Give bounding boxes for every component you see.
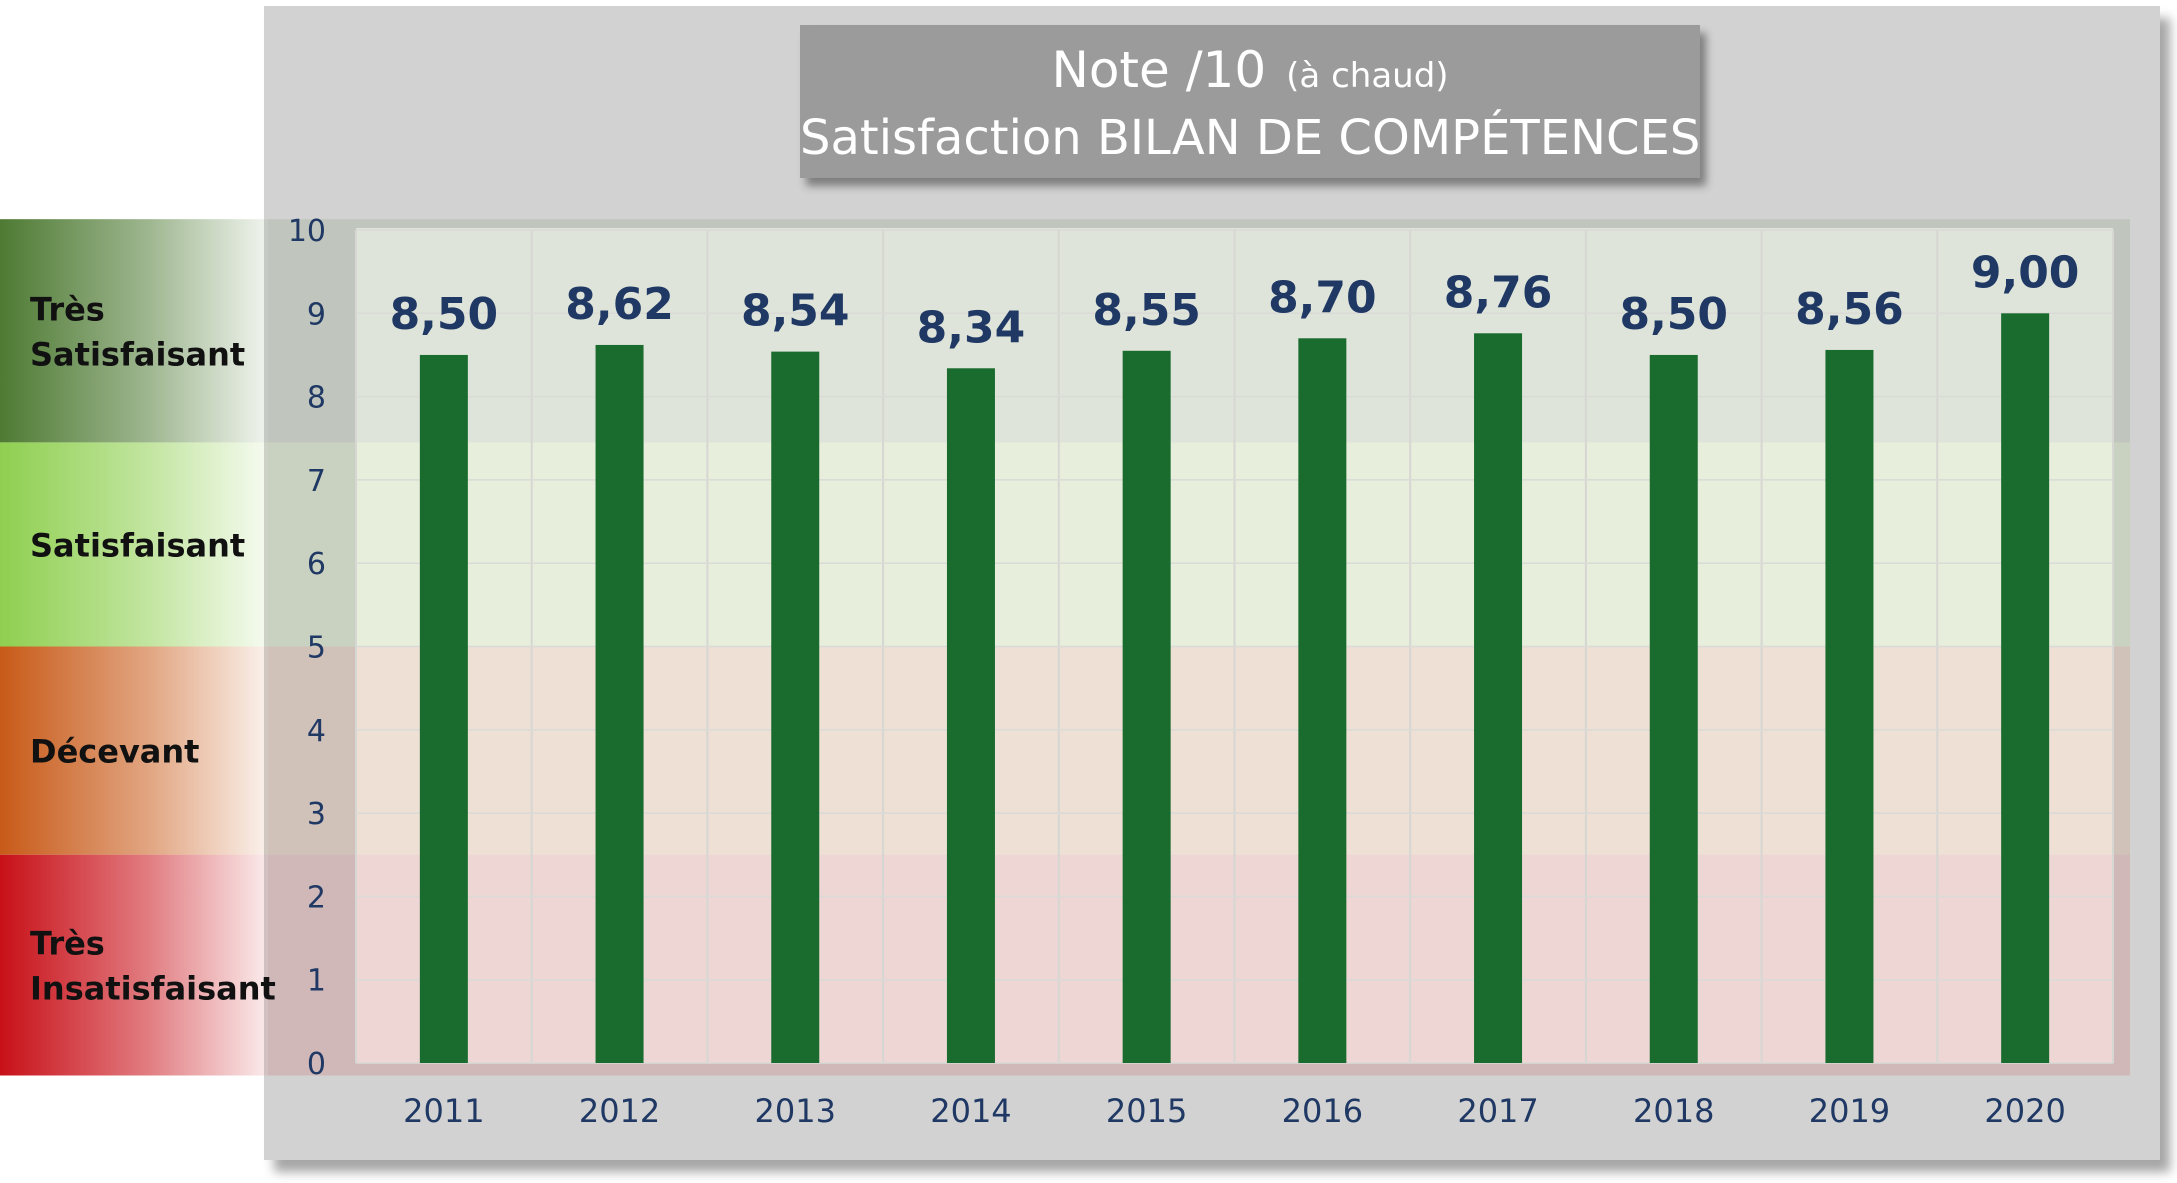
band-overlay-tr-s-insatisfaisant bbox=[268, 854, 2130, 1076]
y-tick-label-2: 2 bbox=[307, 880, 326, 915]
value-label-2019: 8,56 bbox=[1795, 284, 1904, 335]
bar-2020 bbox=[2001, 313, 2050, 1063]
y-tick-label-8: 8 bbox=[307, 381, 326, 416]
chart-title-subtitle: (à chaud) bbox=[1286, 56, 1449, 96]
chart-title-line2: Satisfaction BILAN DE COMPÉTENCES bbox=[800, 110, 1701, 166]
band-overlay-satisfaisant bbox=[268, 442, 2130, 647]
chart-title-line1: Note /10 (à chaud) bbox=[800, 35, 1700, 105]
band-overlay-tr-s-satisfaisant bbox=[268, 219, 2130, 443]
bar-2017 bbox=[1474, 333, 1523, 1063]
band-label-d-cevant: Décevant bbox=[30, 733, 199, 771]
band-label-strip-satisfaisant bbox=[0, 442, 268, 647]
y-tick-label-0: 0 bbox=[307, 1047, 326, 1082]
value-label-2011: 8,50 bbox=[390, 289, 499, 340]
band-label-strip-tr-s-satisfaisant bbox=[0, 219, 268, 443]
x-tick-label-2018: 2018 bbox=[1633, 1092, 1714, 1130]
bar-2015 bbox=[1122, 350, 1171, 1063]
value-label-2014: 8,34 bbox=[917, 302, 1026, 353]
bar-2016 bbox=[1298, 338, 1347, 1063]
bar-2011 bbox=[419, 354, 468, 1063]
x-tick-label-2013: 2013 bbox=[755, 1092, 836, 1130]
value-label-2016: 8,70 bbox=[1268, 272, 1377, 323]
chart-title-box: Note /10 (à chaud) Satisfaction BILAN DE … bbox=[800, 25, 1700, 178]
band-label-strip-d-cevant bbox=[0, 646, 268, 855]
bar-2018 bbox=[1649, 354, 1698, 1063]
y-tick-label-7: 7 bbox=[307, 464, 326, 499]
x-tick-label-2020: 2020 bbox=[1984, 1092, 2065, 1130]
y-tick-label-6: 6 bbox=[307, 547, 326, 582]
band-label-strip-tr-s-insatisfaisant bbox=[0, 854, 268, 1076]
value-label-2013: 8,54 bbox=[741, 286, 850, 337]
band-label-tr-s-satisfaisant: Très Satisfaisant bbox=[30, 290, 245, 373]
value-label-2020: 9,00 bbox=[1971, 247, 2080, 298]
y-tick-label-4: 4 bbox=[307, 714, 326, 749]
value-label-2017: 8,76 bbox=[1444, 267, 1553, 318]
value-label-2018: 8,50 bbox=[1619, 289, 1728, 340]
x-tick-label-2011: 2011 bbox=[403, 1092, 484, 1130]
bar-2014 bbox=[946, 368, 995, 1063]
y-tick-label-9: 9 bbox=[307, 297, 326, 332]
value-label-2015: 8,55 bbox=[1092, 285, 1201, 336]
x-tick-label-2019: 2019 bbox=[1809, 1092, 1890, 1130]
chart-title-main: Note /10 bbox=[1051, 41, 1267, 99]
bar-2012 bbox=[595, 344, 644, 1064]
x-tick-label-2014: 2014 bbox=[930, 1092, 1011, 1130]
x-tick-label-2015: 2015 bbox=[1106, 1092, 1187, 1130]
y-tick-label-1: 1 bbox=[307, 964, 326, 999]
band-overlay-d-cevant bbox=[268, 646, 2130, 855]
x-tick-label-2016: 2016 bbox=[1282, 1092, 1363, 1130]
y-tick-label-5: 5 bbox=[307, 631, 326, 666]
value-label-2012: 8,62 bbox=[565, 279, 674, 330]
x-tick-label-2017: 2017 bbox=[1457, 1092, 1538, 1130]
band-label-tr-s-insatisfaisant: Très Insatisfaisant bbox=[30, 925, 276, 1008]
band-label-satisfaisant: Satisfaisant bbox=[30, 526, 245, 564]
bar-2019 bbox=[1825, 349, 1874, 1063]
bar-2013 bbox=[771, 351, 820, 1063]
x-tick-label-2012: 2012 bbox=[579, 1092, 660, 1130]
y-tick-label-3: 3 bbox=[307, 797, 326, 832]
y-tick-label-10: 10 bbox=[288, 214, 326, 249]
